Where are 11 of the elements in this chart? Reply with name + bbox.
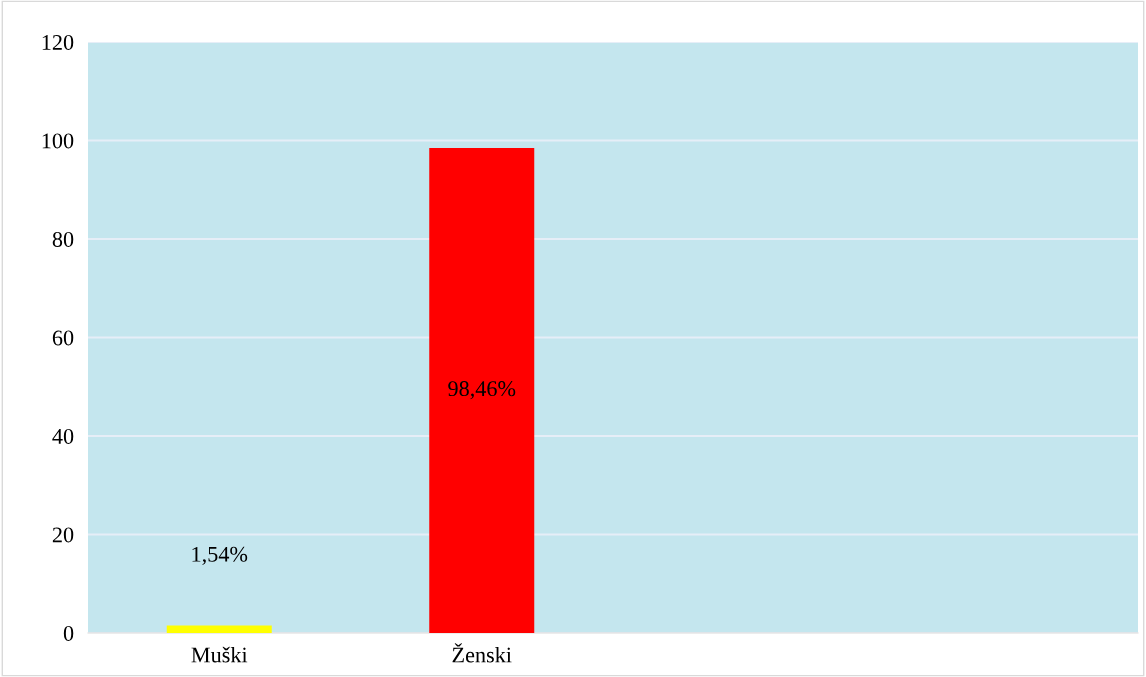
y-tick-label: 100 — [42, 133, 74, 149]
x-tick-label: Ženski — [452, 643, 512, 663]
y-tick-label: 120 — [42, 34, 74, 50]
data-label: 1,54% — [192, 546, 248, 565]
data-label: 98,46% — [448, 381, 516, 400]
x-tick-label: Muški — [191, 646, 248, 663]
y-tick-label: 40 — [52, 428, 74, 444]
y-tick-label: 0 — [63, 625, 74, 641]
y-tick-label: 20 — [52, 527, 74, 543]
y-tick-label: 80 — [52, 231, 74, 247]
y-tick-label: 60 — [52, 330, 74, 346]
